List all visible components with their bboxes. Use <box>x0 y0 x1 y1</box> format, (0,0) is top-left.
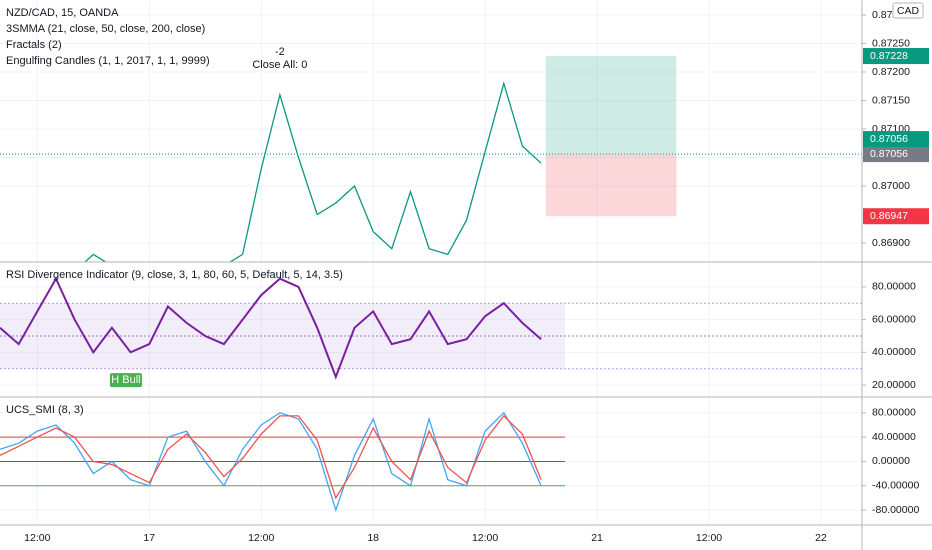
series-line <box>0 276 542 380</box>
x-tick-label: 18 <box>367 532 379 544</box>
y-tick-label: -40.00000 <box>872 480 919 492</box>
y-tick-label: 0.87000 <box>872 180 910 192</box>
price-badge <box>863 48 929 65</box>
rsi-band <box>0 303 565 369</box>
y-tick-label: 0.87200 <box>872 66 910 78</box>
y-tick-label: 0.00000 <box>872 455 910 467</box>
price-badge-label: 0.87228 <box>870 50 908 62</box>
x-tick-label: 21 <box>591 532 603 544</box>
y-tick-label: 60.00000 <box>872 313 916 325</box>
marker-label: H Bull <box>111 374 140 386</box>
marker-label: -2 <box>275 46 285 58</box>
x-tick-label: 12:00 <box>24 532 50 544</box>
y-tick-label: 80.00000 <box>872 281 916 293</box>
marker-label: Close All: 0 <box>252 59 307 71</box>
x-tick-label: 22 <box>815 532 827 544</box>
indicator-label: Engulfing Candles (1, 1, 2017, 1, 1, 999… <box>6 55 210 67</box>
panel-title: UCS_SMI (8, 3) <box>6 404 84 416</box>
price-badge <box>863 131 929 148</box>
x-tick-label: 12:00 <box>248 532 274 544</box>
x-tick-label: 12:00 <box>696 532 722 544</box>
x-tick-label: 17 <box>143 532 155 544</box>
marker-box <box>109 373 142 388</box>
series-line <box>84 81 542 262</box>
y-tick-label: 40.00000 <box>872 431 916 443</box>
currency-label: CAD <box>897 5 920 17</box>
price-badge <box>863 146 929 163</box>
y-tick-label: 0.87250 <box>872 37 910 49</box>
y-tick-label: -80.00000 <box>872 504 919 516</box>
panel-title: RSI Divergence Indicator (9, close, 3, 1… <box>6 269 343 281</box>
y-tick-label: 80.00000 <box>872 407 916 419</box>
y-tick-label: 0.87150 <box>872 94 910 106</box>
target-zone <box>545 56 677 155</box>
series-line <box>0 411 542 513</box>
y-tick-label: 20.00000 <box>872 379 916 391</box>
currency-box <box>892 2 924 19</box>
series-line <box>0 414 542 500</box>
price-badge-label: 0.86947 <box>870 210 908 222</box>
price-badge-label: 0.87056 <box>870 133 908 145</box>
stop-zone <box>545 154 677 217</box>
price-badge-label: 0.87056 <box>870 148 908 160</box>
indicator-label: 3SMMA (21, close, 50, close, 200, close) <box>6 23 205 35</box>
price-badge <box>863 208 929 225</box>
y-tick-label: 0.86900 <box>872 237 910 249</box>
y-tick-label: 40.00000 <box>872 346 916 358</box>
x-tick-label: 12:00 <box>472 532 498 544</box>
indicator-label: Fractals (2) <box>6 39 62 51</box>
panel-title: NZD/CAD, 15, OANDA <box>6 7 119 19</box>
